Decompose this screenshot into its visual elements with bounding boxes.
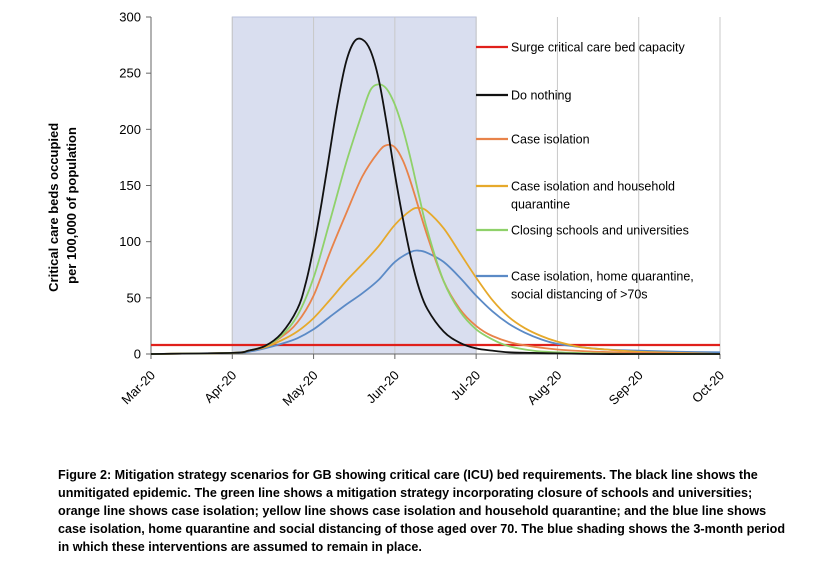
line-chart: 0 50 100 150 200 250 300 Mar-20 Apr-20 May-20 Jun… [46,10,727,409]
x-tick-label: Apr-20 [201,368,239,406]
series-line-case-isolation-home-quarantine-social-distancing-of-70s [150,249,721,355]
legend-label: Surge critical care bed capacity [511,41,685,55]
series-line-do-nothing [150,37,720,355]
legend-label-line: Case isolation, home quarantine, [511,270,694,284]
y-tick-label: 300 [119,10,141,25]
legend-label: Case isolation, home quarantine, social d… [511,270,694,302]
figure-caption: Figure 2: Mitigation strategy scenarios … [58,468,786,554]
legend-label: Closing schools and universities [511,224,689,238]
x-tick-label: Jun-20 [363,368,402,407]
y-tick-label: 200 [119,122,141,137]
x-tick-label: Jul-20 [448,368,484,404]
legend-label: Case isolation [511,133,590,147]
x-tick-labels: Mar-20 Apr-20 May-20 Jun-20 Jul-20 Aug-20 Sep-… [118,354,727,409]
series-line-closing-schools-and-universities [150,83,721,355]
y-tick-label: 100 [119,234,141,249]
legend: Surge critical care bed capacity Do nothi… [476,41,694,302]
x-tick-label: Oct-20 [689,368,727,406]
y-tick-label: 50 [127,290,141,305]
y-tick-label: 0 [134,347,141,362]
y-tick-label: 250 [119,66,141,81]
legend-label-line: quarantine [511,198,570,212]
y-tick-label: 150 [119,178,141,193]
legend-label-line: Closing schools and universities [511,224,689,238]
legend-label-line: social distancing of >70s [511,288,648,302]
intervention-period-shading [231,16,477,355]
x-tick-label: May-20 [279,368,320,409]
legend-label: Case isolation and household quarantine [511,180,675,212]
legend-label-line: Surge critical care bed capacity [511,41,685,55]
legend-label-line: Case isolation and household [511,180,675,194]
x-tick-label: Mar-20 [118,368,158,408]
legend-label: Do nothing [511,89,572,103]
vertical-gridlines [231,17,721,354]
x-tick-label: Sep-20 [606,368,646,408]
y-axis-label: Critical care beds occupied per 100,000 … [46,119,79,292]
y-axis-label-line-2: per 100,000 of population [64,127,79,284]
y-axis-label-line-1: Critical care beds occupied [46,123,61,292]
legend-label-line: Case isolation [511,133,590,147]
legend-label-line: Do nothing [511,89,572,103]
x-tick-label: Aug-20 [524,368,564,408]
y-tick-labels: 0 50 100 150 200 250 300 [119,10,151,362]
intervention-shading [231,16,477,355]
series-lines [150,37,721,355]
